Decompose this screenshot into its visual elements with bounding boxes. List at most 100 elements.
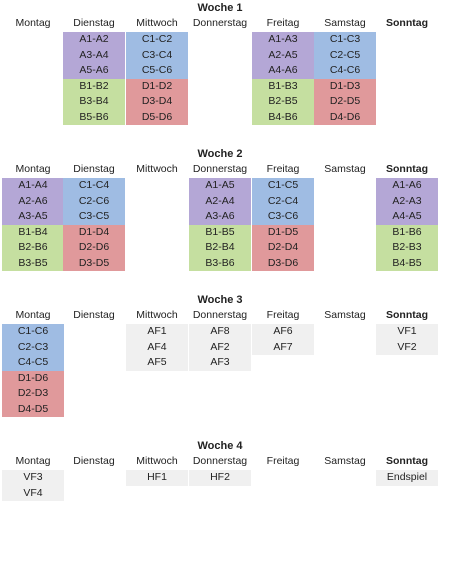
match-cell: A1-A4	[18, 179, 48, 191]
match-cell: B4-B6	[268, 110, 298, 123]
match-cell: B1-B3	[268, 79, 298, 92]
match-block: A1-A2 A3-A4 A5-A6	[63, 32, 125, 79]
match-cell: B1-B2	[79, 79, 109, 92]
match-cell: B4-B5	[392, 256, 422, 269]
match-cell: D2-D4	[267, 241, 299, 253]
match-block: VF1 VF2	[376, 324, 438, 355]
match-block: C1-C4 C2-C6 C3-C5	[63, 178, 125, 225]
match-cell: D4-D5	[17, 402, 49, 415]
match-cell: A2-A6	[18, 194, 48, 207]
match-cell: C1-C4	[78, 179, 110, 191]
match-cell: D3-D5	[78, 256, 110, 269]
match-cell: C2-C4	[267, 194, 299, 207]
match-cell: A2-A4	[205, 194, 235, 207]
match-block: HF1	[126, 470, 188, 486]
match-cell: C1-C3	[329, 33, 361, 45]
match-cell: A1-A6	[392, 179, 422, 191]
day-header-dienstag: Dienstag	[73, 309, 115, 321]
match-cell: VF4	[23, 486, 43, 499]
match-block: D1-D6 D2-D3 D4-D5	[2, 370, 64, 417]
match-cell: A3-A6	[205, 210, 235, 222]
match-cell: C2-C6	[78, 194, 110, 207]
day-header-samstag: Samstag	[324, 309, 366, 321]
match-cell: C2-C5	[329, 48, 361, 61]
match-cell: B1-B6	[392, 225, 422, 238]
match-cell: D2-D6	[78, 241, 110, 253]
day-header-samstag: Samstag	[324, 163, 366, 175]
day-header-montag: Montag	[15, 309, 51, 321]
day-header-freitag: Freitag	[266, 163, 300, 175]
week-title: Woche 4	[197, 440, 243, 452]
day-header-mittwoch: Mittwoch	[136, 455, 178, 467]
match-block: VF3 VF4	[2, 470, 64, 501]
match-block: C1-C6 C2-C3 C4-C5	[2, 324, 64, 371]
week-title: Woche 1	[197, 2, 243, 14]
day-header-mittwoch: Mittwoch	[136, 163, 178, 175]
day-header-freitag: Freitag	[266, 17, 300, 29]
match-cell: Endspiel	[386, 471, 428, 483]
match-block: D1-D3 D2-D5 D4-D6	[314, 78, 376, 125]
match-cell: A1-A2	[79, 33, 109, 45]
day-header-samstag: Samstag	[324, 17, 366, 29]
match-cell: AF6	[273, 325, 293, 337]
match-block: D1-D2 D3-D4 D5-D6	[126, 78, 188, 125]
match-cell: B2-B5	[268, 95, 298, 107]
day-header-freitag: Freitag	[266, 455, 300, 467]
match-block: AF1 AF4 AF5	[126, 324, 188, 371]
day-header-mittwoch: Mittwoch	[136, 309, 178, 321]
match-cell: VF2	[397, 340, 417, 353]
match-cell: B3-B5	[18, 256, 48, 269]
match-cell: C3-C4	[141, 48, 173, 61]
match-block: C1-C5 C2-C4 C3-C6	[252, 178, 314, 225]
match-cell: AF1	[147, 325, 167, 337]
match-cell: B1-B5	[205, 225, 235, 238]
match-block: B1-B4 B2-B6 B3-B5	[2, 224, 64, 271]
day-header-montag: Montag	[15, 163, 51, 175]
match-cell: AF8	[210, 325, 230, 337]
match-cell: D1-D5	[267, 225, 299, 238]
week-title: Woche 2	[197, 148, 243, 160]
day-header-sonntag: Sonntag	[386, 309, 428, 321]
match-cell: C5-C6	[141, 64, 173, 76]
match-block: D1-D4 D2-D6 D3-D5	[63, 224, 125, 271]
match-cell: HF2	[210, 471, 230, 483]
match-block: A1-A6 A2-A3 A4-A5	[376, 178, 438, 225]
match-block: A1-A4 A2-A6 A3-A5	[2, 178, 64, 225]
match-cell: C2-C3	[17, 340, 49, 353]
match-block: C1-C3 C2-C5 C4-C6	[314, 32, 376, 79]
day-header-montag: Montag	[15, 455, 51, 467]
match-block: B1-B6 B2-B3 B4-B5	[376, 224, 438, 271]
match-block: B1-B3 B2-B5 B4-B6	[252, 78, 314, 125]
match-cell: HF1	[147, 471, 167, 483]
match-cell: A4-A6	[268, 64, 298, 76]
match-block: AF6 AF7	[252, 324, 314, 355]
match-cell: C1-C2	[141, 33, 173, 45]
day-header-dienstag: Dienstag	[73, 17, 115, 29]
match-cell: C3-C6	[267, 210, 299, 222]
day-header-donnerstag: Donnerstag	[192, 309, 248, 321]
match-cell: C3-C5	[78, 210, 110, 222]
match-cell: A3-A5	[18, 210, 48, 222]
match-cell: D3-D4	[141, 95, 173, 107]
match-block: HF2	[189, 470, 251, 486]
match-cell: AF2	[210, 340, 230, 353]
match-block: AF8 AF2 AF3	[189, 324, 251, 371]
match-block: C1-C2 C3-C4 C5-C6	[126, 32, 188, 79]
match-cell: A2-A5	[268, 48, 298, 61]
day-header-donnerstag: Donnerstag	[192, 455, 248, 467]
match-cell: A3-A4	[79, 48, 109, 61]
day-header-montag: Montag	[15, 17, 51, 29]
match-cell: D1-D6	[17, 371, 49, 384]
week-title: Woche 3	[197, 294, 243, 306]
match-cell: C4-C5	[17, 356, 49, 368]
match-block: B1-B2 B3-B4 B5-B6	[63, 78, 125, 125]
match-cell: AF4	[147, 340, 167, 353]
match-cell: A2-A3	[392, 194, 422, 207]
match-cell: D2-D3	[17, 387, 49, 399]
match-cell: A1-A5	[205, 179, 235, 191]
match-block: A1-A5 A2-A4 A3-A6	[189, 178, 251, 225]
day-header-sonntag: Sonntag	[386, 163, 428, 175]
match-cell: AF7	[273, 340, 293, 353]
day-header-dienstag: Dienstag	[73, 455, 115, 467]
day-header-sonntag: Sonntag	[386, 17, 428, 29]
